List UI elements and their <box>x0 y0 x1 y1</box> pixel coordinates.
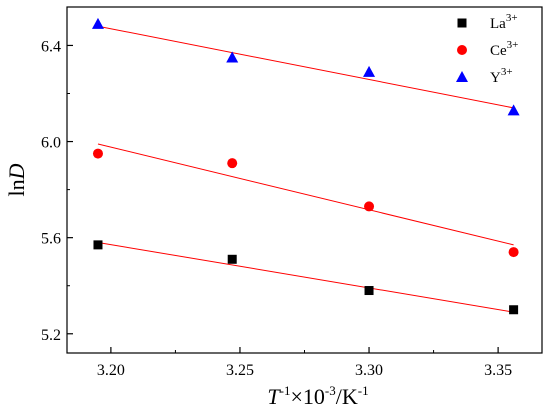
data-point-y <box>91 17 104 29</box>
data-point-la <box>227 254 237 264</box>
data-point-la <box>93 240 103 250</box>
data-points <box>91 17 520 315</box>
data-point-y <box>226 51 239 63</box>
fit-line-la <box>97 241 514 313</box>
y-tick-label: 5.2 <box>41 327 61 344</box>
data-point-la <box>509 305 519 315</box>
x-ticks: 3.20 3.25 3.30 3.35 <box>97 347 512 379</box>
y-ticks: 5.2 5.6 6.0 6.4 <box>41 38 73 344</box>
data-point-y <box>507 104 520 116</box>
y-tick-label: 6.0 <box>41 135 61 152</box>
legend-marker-y <box>456 71 468 82</box>
x-tick-label: 3.30 <box>355 362 383 379</box>
data-point-ce <box>227 158 238 169</box>
data-point-la <box>364 286 374 296</box>
legend-marker-ce <box>457 45 467 55</box>
y-axis-title: lnD <box>4 163 29 196</box>
fit-line-ce <box>97 143 514 246</box>
y-tick-label: 6.4 <box>41 38 61 55</box>
data-point-ce <box>508 247 519 258</box>
data-point-y <box>363 65 376 77</box>
legend: La3+ Ce3+ Y3+ <box>456 12 518 86</box>
x-tick-label: 3.35 <box>484 362 512 379</box>
legend-label-ce: Ce3+ <box>490 39 518 59</box>
y-tick-label: 5.6 <box>41 231 61 248</box>
fit-line-y <box>97 25 514 109</box>
data-point-ce <box>364 201 375 212</box>
legend-marker-la <box>457 18 467 28</box>
legend-label-y: Y3+ <box>490 66 513 86</box>
fit-lines <box>97 25 514 313</box>
x-axis-title: T-1×10-3/K-1 <box>267 383 368 409</box>
plot-frame <box>66 6 543 354</box>
x-tick-label: 3.20 <box>97 362 125 379</box>
data-point-ce <box>92 148 103 159</box>
legend-label-la: La3+ <box>490 12 518 32</box>
x-tick-label: 3.25 <box>226 362 254 379</box>
